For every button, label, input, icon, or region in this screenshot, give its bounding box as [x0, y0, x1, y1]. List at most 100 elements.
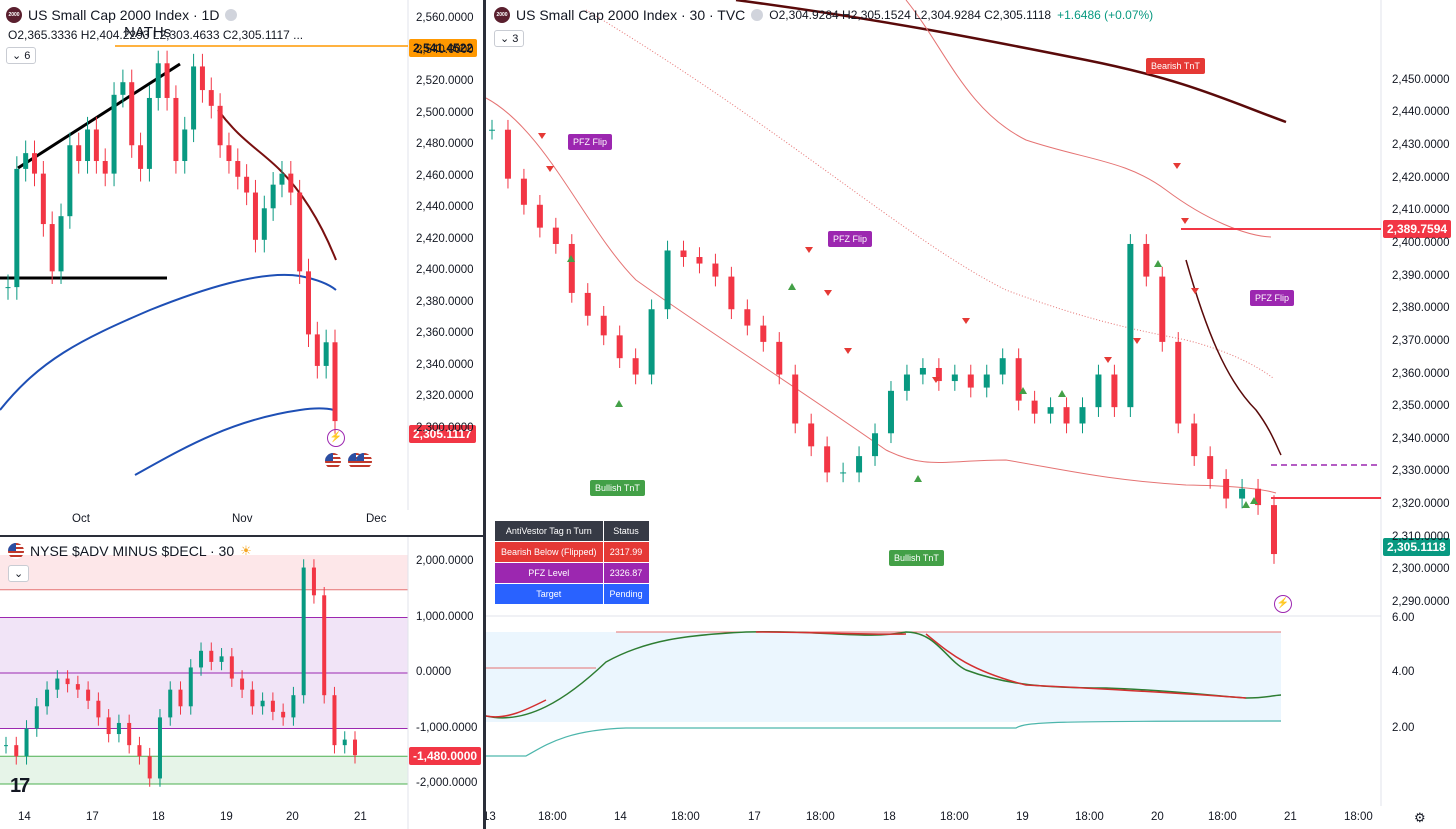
intraday-candle — [903, 374, 910, 391]
bullish-tnt-badge-1: Bullish TnT — [590, 480, 645, 496]
intraday-y-tick-11: 2,340.0000 — [1392, 432, 1450, 445]
intraday-candle — [552, 227, 559, 244]
intraday-x-tick-4: 17 — [748, 811, 761, 823]
table-header-name: AntiVestor Tag n Turn — [494, 520, 604, 542]
intraday-candle — [744, 309, 751, 326]
breadth-chart-plot[interactable] — [0, 537, 483, 829]
intraday-candle — [824, 446, 831, 473]
daily-candle — [49, 224, 55, 272]
settings-gear-icon[interactable]: ⚙ — [1414, 810, 1426, 825]
intraday-candle — [760, 325, 767, 342]
horizontal-divider[interactable] — [0, 535, 483, 537]
table-row-pfz-value: 2326.87 — [602, 562, 650, 584]
breadth-candle — [96, 700, 101, 718]
breadth-candle — [178, 689, 183, 707]
intraday-chart-plot[interactable] — [486, 0, 1456, 829]
breadth-candle — [281, 711, 286, 718]
intraday-candle — [1271, 505, 1277, 555]
intraday-ohlc: O2,304.9284 H2,305.1524 L2,304.9284 C2,3… — [769, 8, 1052, 22]
orange-price-tag: 2,541.4522 — [409, 39, 478, 57]
overbought-zone — [0, 555, 408, 590]
breadth-candle — [229, 656, 234, 679]
intraday-candle — [520, 178, 527, 205]
daily-y-tick-1: 2,540.0000 — [416, 43, 474, 56]
daily-candle — [146, 97, 152, 169]
breadth-chart-title[interactable]: NYSE $ADV MINUS $DECL · 30 — [30, 543, 235, 559]
dotted-ma — [585, 9, 1274, 379]
chevron-down-icon: ⌄ — [500, 33, 510, 45]
intraday-last-tag: 2,305.1118 — [1383, 538, 1450, 556]
intraday-candle — [1239, 488, 1246, 499]
bullish-tnt-badge-2: Bullish TnT — [889, 550, 944, 566]
sell-marker-icon — [805, 247, 813, 253]
indicator-count: 6 — [24, 50, 31, 62]
breadth-candle — [270, 700, 275, 712]
bearish-tnt-badge: Bearish TnT — [1146, 58, 1205, 74]
oscillator-tick-1: 4.00 — [1392, 666, 1415, 678]
breadth-candle — [34, 706, 39, 729]
daily-chart-header: 2000 US Small Cap 2000 Index · 1D — [6, 7, 238, 23]
breadth-candle — [311, 567, 316, 596]
eye-icon[interactable] — [751, 9, 764, 21]
daily-candle — [5, 287, 11, 289]
breadth-chart-panel[interactable]: NYSE $ADV MINUS $DECL · 30 ☀ ⌄ -1,480.00… — [0, 537, 483, 829]
daily-candle — [138, 145, 144, 169]
us-event-flag-icon[interactable] — [325, 453, 341, 469]
pfz-flip-badge-3: PFZ Flip — [1250, 290, 1295, 306]
intraday-x-tick-6: 18 — [883, 811, 896, 823]
daily-chart-plot[interactable] — [0, 0, 483, 535]
breadth-collapse-toggle[interactable]: ⌄ — [8, 565, 30, 582]
intraday-candle — [489, 129, 495, 131]
red-price-tag: 2,389.7594 — [1383, 220, 1452, 238]
table-header-status: Status — [602, 520, 650, 542]
daily-candle — [279, 173, 285, 185]
dark-ema — [217, 109, 337, 261]
daily-candle — [323, 342, 329, 366]
intraday-candle — [584, 292, 591, 316]
intraday-x-tick-10: 20 — [1151, 811, 1164, 823]
us-event-flag-icon-3[interactable] — [356, 453, 372, 469]
indicator-toggle[interactable]: ⌄ 3 — [494, 30, 525, 47]
intraday-chart-title[interactable]: US Small Cap 2000 Index · 30 · TVC — [516, 7, 746, 23]
breadth-x-tick-0: 14 — [18, 811, 31, 823]
daily-chart-panel[interactable]: 2000 US Small Cap 2000 Index · 1D O2,365… — [0, 0, 483, 535]
sell-marker-icon — [932, 377, 940, 383]
sell-marker-icon — [824, 290, 832, 296]
intraday-x-tick-2: 14 — [614, 811, 627, 823]
buy-marker-icon — [615, 400, 623, 407]
breadth-y-tick-1: 1,000.0000 — [416, 610, 474, 623]
vertical-divider[interactable] — [483, 0, 486, 829]
daily-y-tick-8: 2,400.0000 — [416, 264, 474, 277]
intraday-x-tick-1: 18:00 — [538, 811, 567, 823]
daily-y-tick-4: 2,480.0000 — [416, 138, 474, 151]
pfz-flip-badge-1: PFZ Flip — [568, 134, 613, 150]
table-row-bearish-label: Bearish Below (Flipped) — [494, 541, 604, 563]
breadth-candle — [137, 745, 142, 757]
alert-icon[interactable]: ⚡ — [327, 429, 345, 447]
daily-candle — [173, 97, 179, 162]
intraday-chart-panel[interactable]: 2000 US Small Cap 2000 Index · 30 · TVC … — [486, 0, 1456, 829]
intraday-y-tick-15: 2,300.0000 — [1392, 563, 1450, 576]
breadth-candle — [301, 567, 306, 696]
daily-y-tick-12: 2,320.0000 — [416, 390, 474, 403]
intraday-y-tick-6: 2,390.0000 — [1392, 269, 1450, 282]
table-row-target-label: Target — [494, 583, 604, 605]
intraday-candle — [967, 374, 974, 388]
chevron-down-icon: ⌄ — [14, 568, 24, 580]
oscillator-fill — [486, 632, 1281, 722]
indicator-toggle[interactable]: ⌄ 6 — [6, 47, 37, 64]
intraday-candle — [632, 358, 639, 375]
daily-candle — [226, 145, 232, 162]
intraday-candle — [999, 358, 1006, 375]
intraday-candle — [776, 341, 783, 375]
alert-icon[interactable]: ⚡ — [1274, 595, 1292, 613]
sell-marker-icon — [844, 348, 852, 354]
intraday-y-tick-5: 2,400.0000 — [1392, 236, 1450, 249]
breadth-candle — [291, 695, 296, 718]
daily-candle — [332, 342, 338, 422]
intraday-x-tick-5: 18:00 — [806, 811, 835, 823]
sun-icon: ☀ — [240, 543, 252, 558]
eye-icon[interactable] — [225, 9, 238, 21]
daily-chart-title[interactable]: US Small Cap 2000 Index · 1D — [28, 7, 220, 23]
tradingview-logo-icon[interactable]: 17 — [10, 775, 30, 797]
